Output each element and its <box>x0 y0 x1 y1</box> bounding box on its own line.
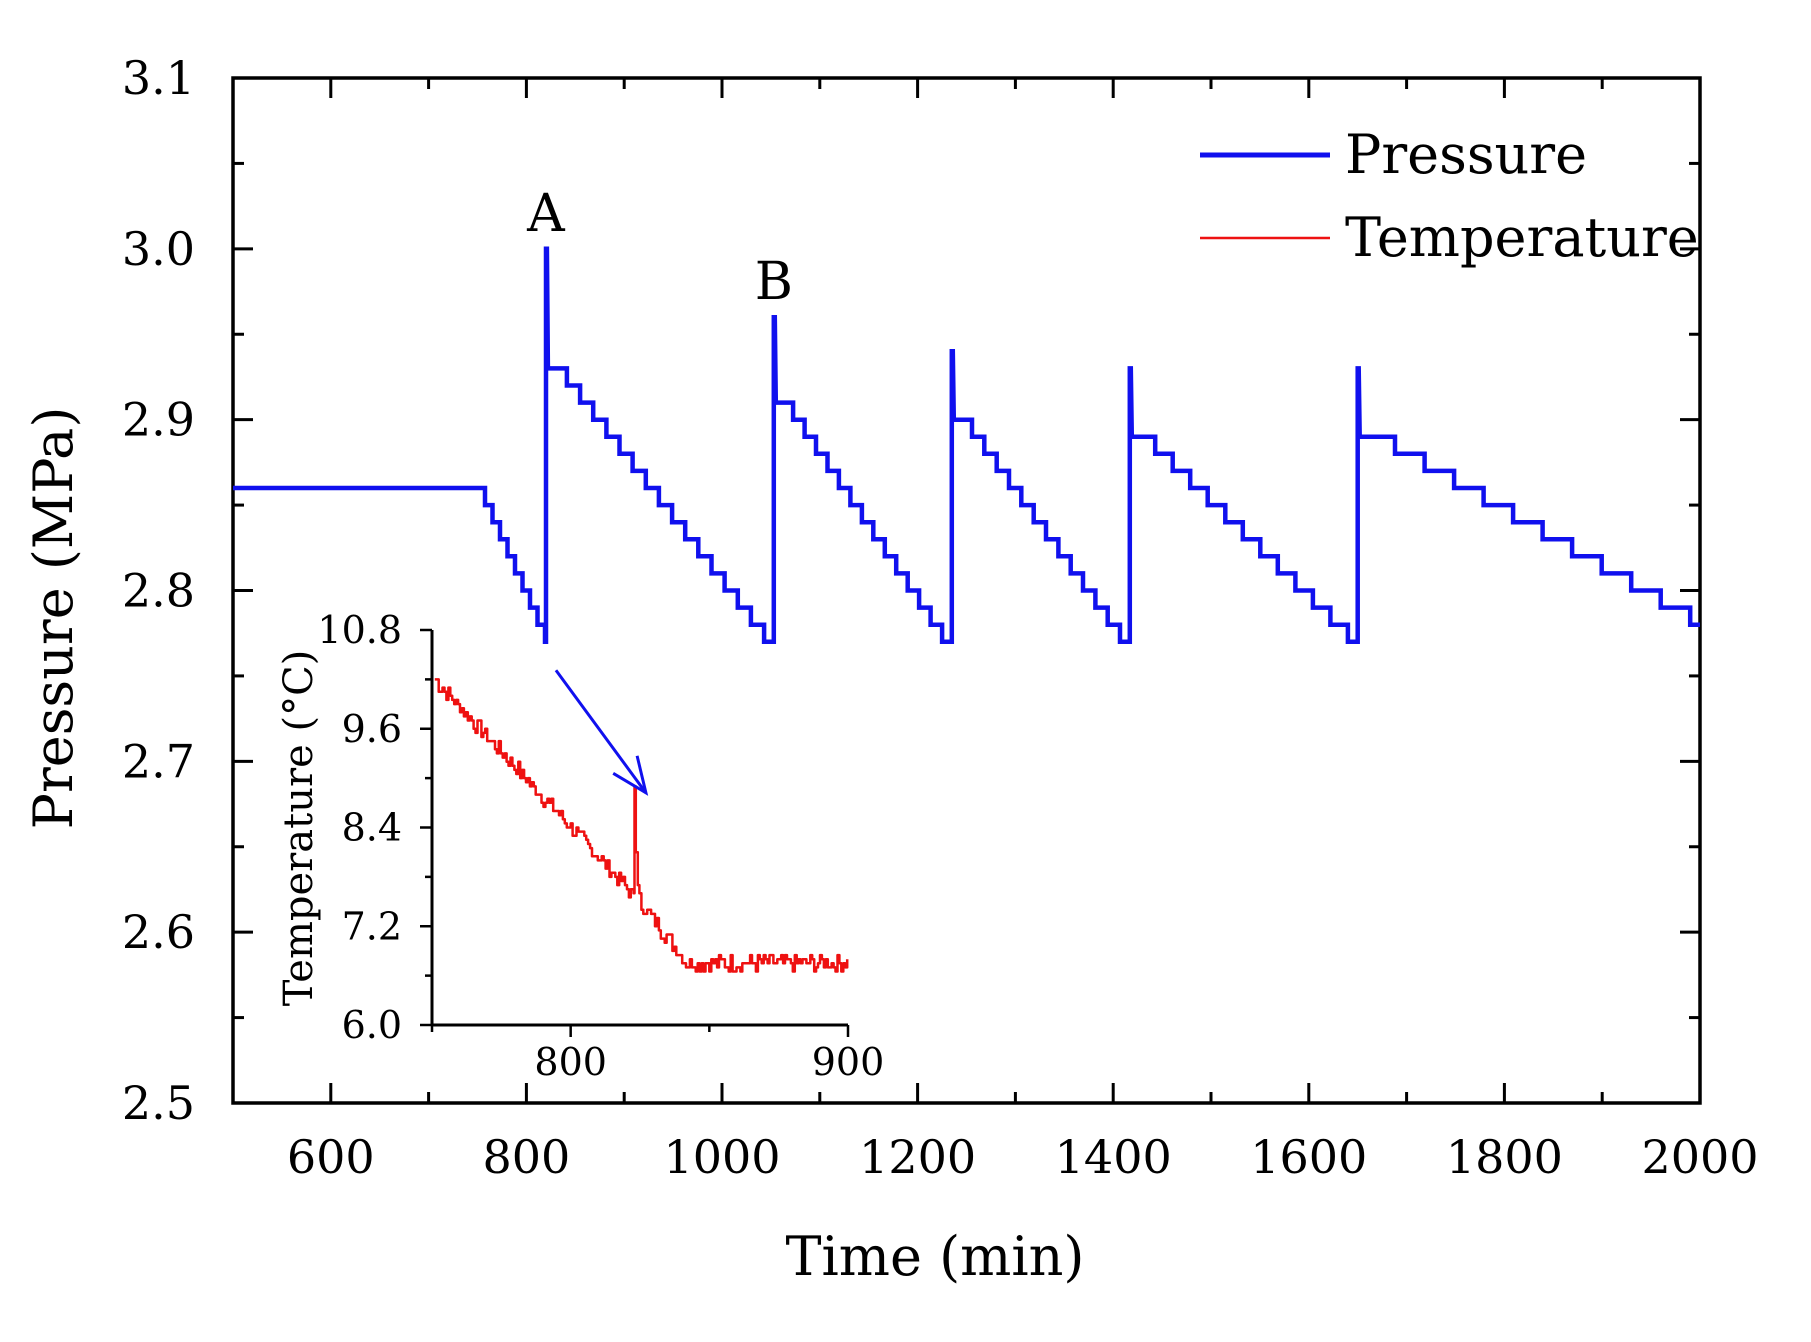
x-tick-label: 1600 <box>1250 1130 1367 1184</box>
x-tick-label: 2000 <box>1641 1130 1758 1184</box>
inset-axis-ticks <box>420 628 850 1037</box>
y-tick-label: 3.0 <box>122 222 195 276</box>
inset-y-tick-label: 10.8 <box>317 608 402 652</box>
temperature-series-line <box>434 678 849 973</box>
pointer-arrow-head <box>612 755 649 796</box>
x-tick-label: 1200 <box>859 1130 976 1184</box>
y-tick-label: 2.9 <box>122 393 195 447</box>
x-tick-label: 1400 <box>1055 1130 1172 1184</box>
pointer-arrow-shaft <box>554 669 648 794</box>
legend-label-pressure: Pressure <box>1345 123 1587 186</box>
inset-y-tick-label: 8.4 <box>342 806 402 850</box>
main-axis-ticks <box>233 76 1702 1105</box>
inset-x-tick-label: 800 <box>534 1040 607 1084</box>
inset-tick-labels: 6.0 7.2 8.4 9.6 10.8 800 900 <box>317 608 884 1084</box>
inset-y-tick-label: 6.0 <box>342 1003 402 1047</box>
annotation-b: B <box>755 252 793 312</box>
y-tick-label: 2.5 <box>122 1076 195 1130</box>
x-tick-label: 1000 <box>663 1130 780 1184</box>
inset-y-tick-label: 9.6 <box>342 707 402 751</box>
y-tick-label: 2.8 <box>122 564 195 618</box>
annotation-a: A <box>526 184 566 244</box>
y-tick-label: 3.1 <box>122 51 195 105</box>
pointer-arrow <box>554 669 649 796</box>
y-axis-title: Pressure (MPa) <box>22 407 85 830</box>
inset-chart: 6.0 7.2 8.4 9.6 10.8 800 900 Temperature (°C) <box>276 608 884 1084</box>
x-tick-label: 600 <box>287 1130 375 1184</box>
inset-y-tick-label: 7.2 <box>342 904 402 948</box>
pressure-series-line <box>233 246 1700 645</box>
legend-label-temperature: Temperature <box>1345 206 1699 269</box>
inset-y-axis-title: Temperature (°C) <box>276 650 322 1007</box>
x-tick-label: 800 <box>482 1130 570 1184</box>
y-tick-label: 2.6 <box>122 905 195 959</box>
inset-x-tick-label: 900 <box>812 1040 885 1084</box>
main-tick-labels: 600 800 1000 1200 1400 1600 1800 2000 2.5 2.6 2.7 2… <box>122 51 1759 1184</box>
legend: Pressure Temperature <box>1200 123 1699 269</box>
x-axis-title: Time (min) <box>785 1225 1084 1288</box>
y-tick-label: 2.7 <box>122 734 195 788</box>
x-tick-label: 1800 <box>1446 1130 1563 1184</box>
